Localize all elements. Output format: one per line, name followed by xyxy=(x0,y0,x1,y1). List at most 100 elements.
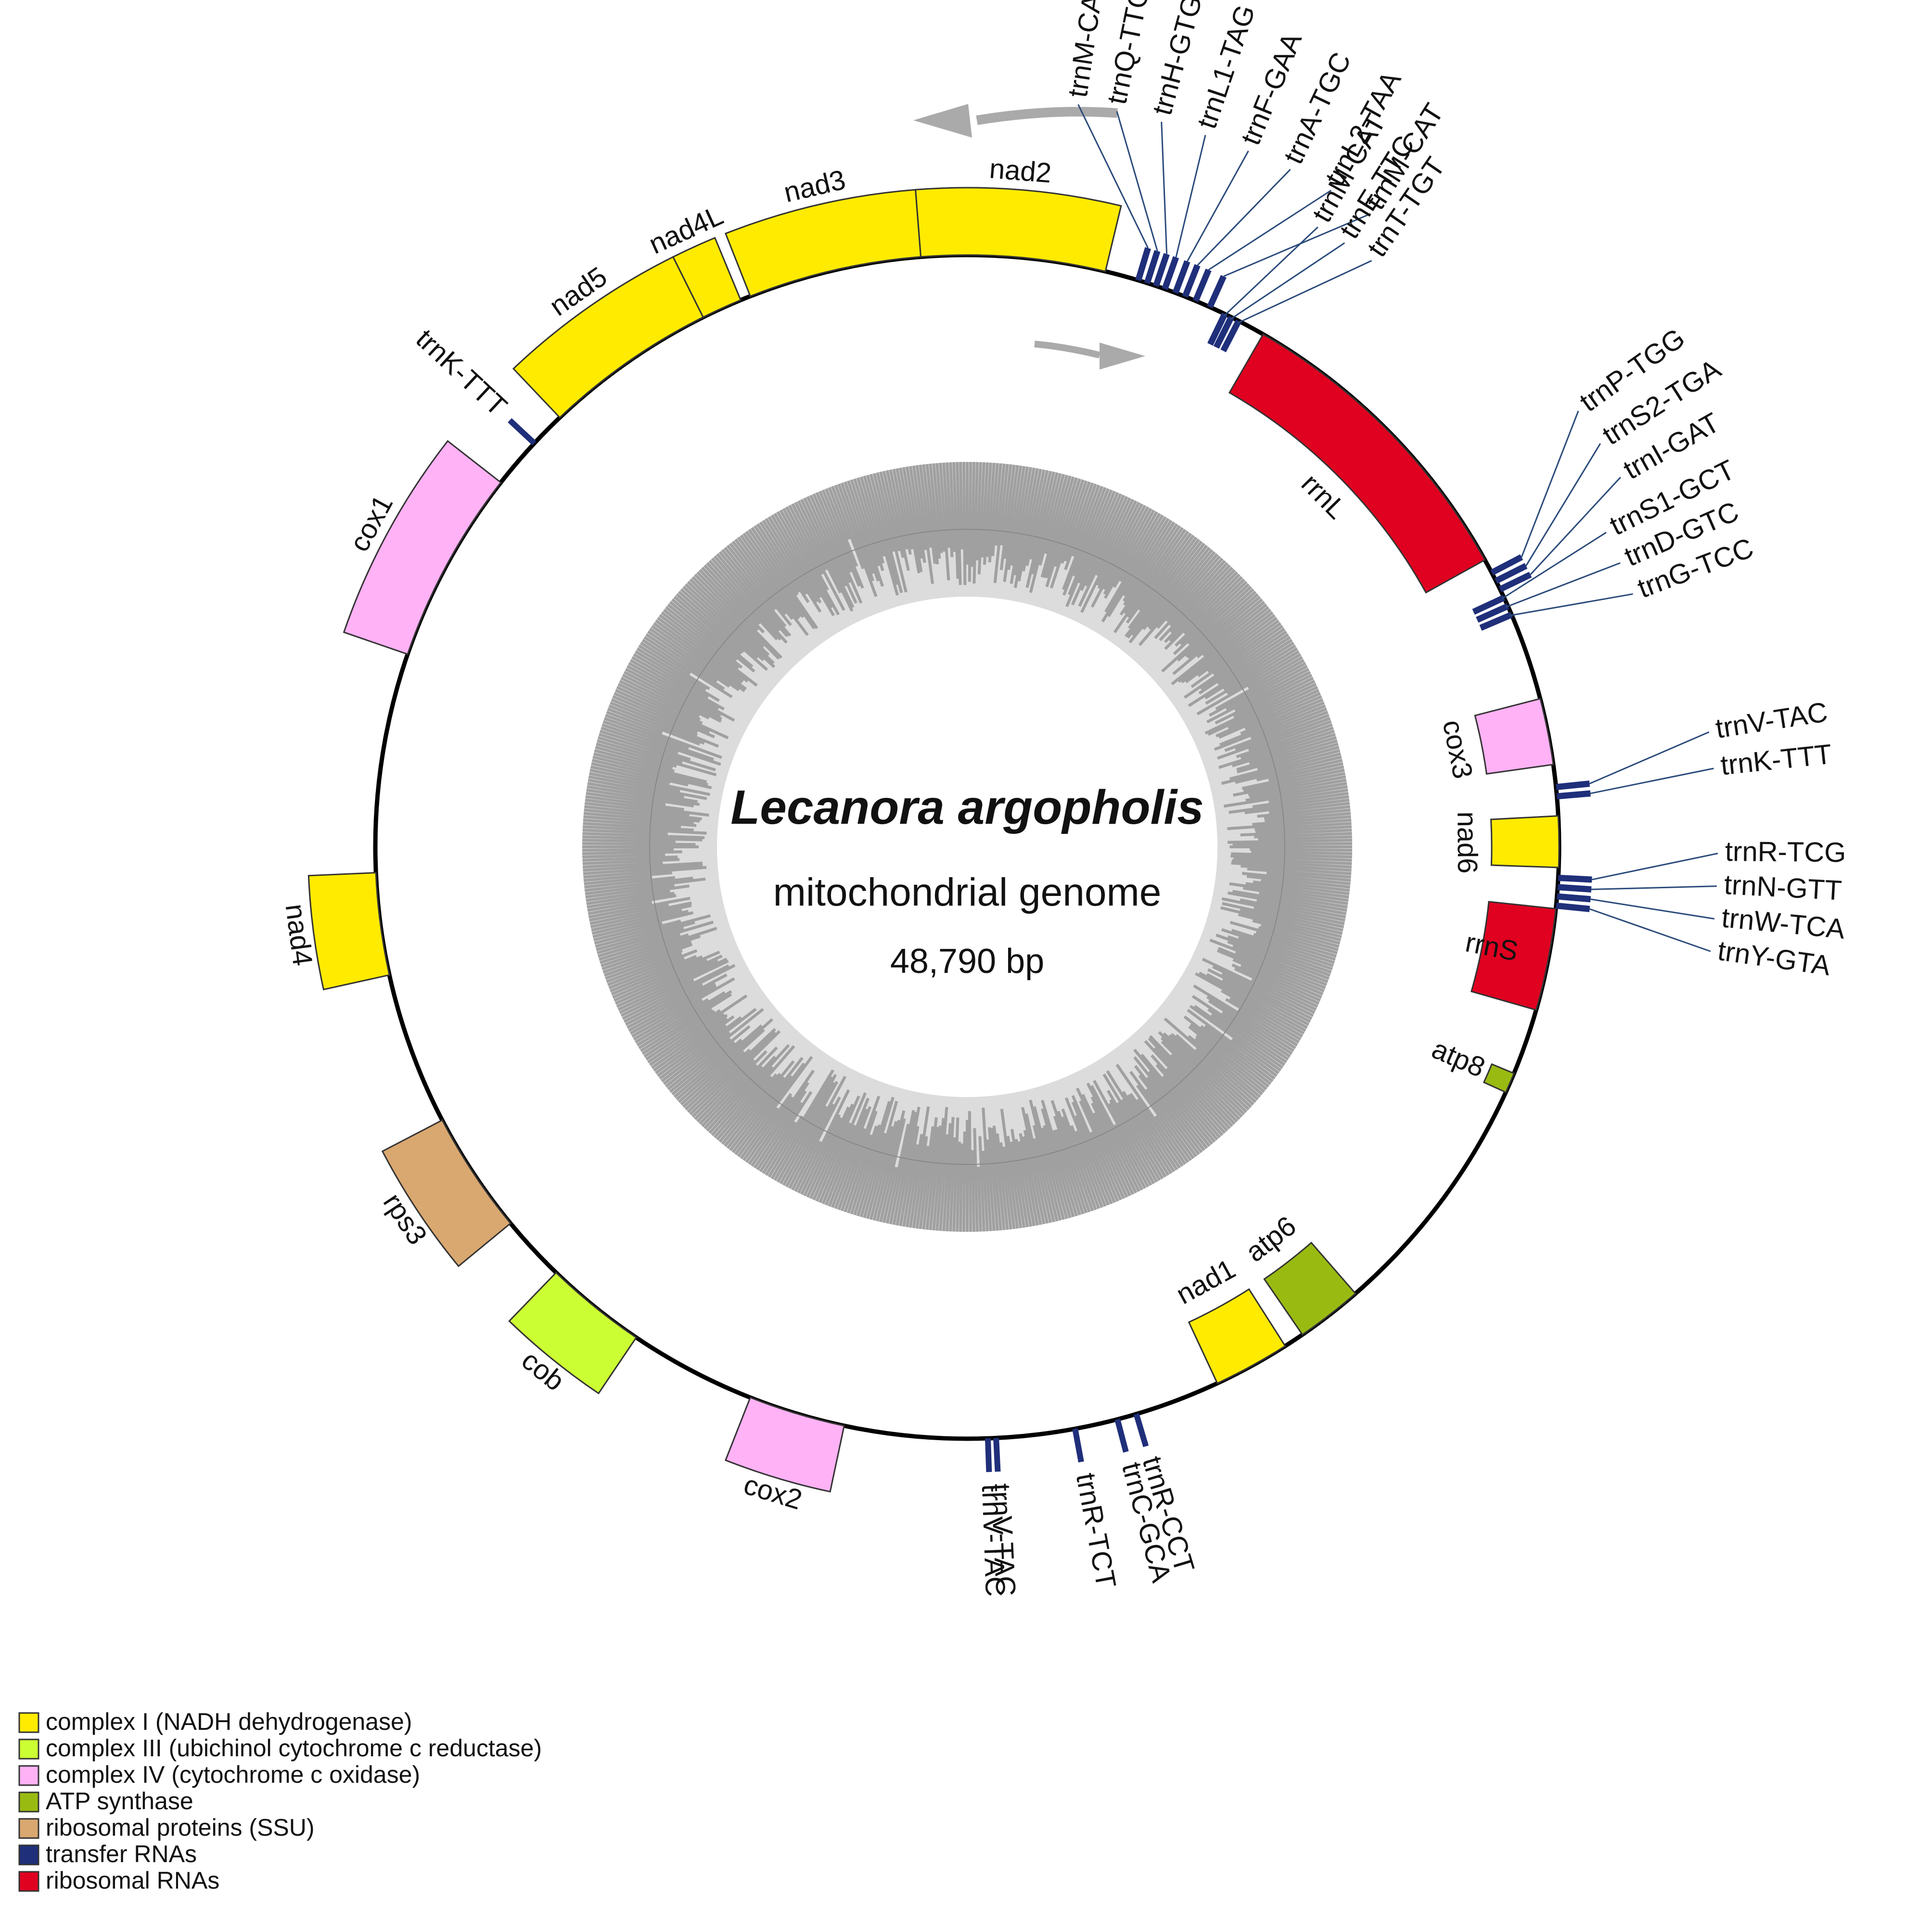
trna-3-1-trnd-gtc-block xyxy=(1476,603,1510,623)
trna-0-6-trnl2-taa-leader xyxy=(1208,190,1332,270)
center-label: Lecanora argopholis mitochondrial genome… xyxy=(730,780,1204,981)
legend: complex I (NADH dehydrogenase)complex II… xyxy=(18,1708,542,1894)
trna-5-1-trnn-gtt-leader xyxy=(1591,885,1717,890)
trna-0-1-trnq-ttg-leader xyxy=(1116,111,1158,251)
gene-atp6-16-block xyxy=(1263,1241,1357,1336)
gene-atp8-17-block xyxy=(1483,1063,1515,1094)
gene-nad6-19-label: nad6 xyxy=(1451,811,1483,874)
legend-swatch-c3 xyxy=(18,1738,39,1760)
trna-2-2-trni-gat-leader xyxy=(1530,476,1621,575)
trna-5-3-trny-gta-block xyxy=(1556,902,1590,912)
trna-0-0-trnm-cat-label: trnM-CAT xyxy=(1062,0,1111,99)
trna-1-1-trne-ttc-block xyxy=(1213,316,1234,349)
trna-5-0-trnr-tcg-label: trnR-TCG xyxy=(1725,836,1846,868)
legend-swatch-c1 xyxy=(18,1712,39,1733)
gene-rps3-7-block xyxy=(381,1119,512,1267)
gene-trnr-tct-12-block xyxy=(1072,1428,1084,1463)
gene-cob-8-block xyxy=(508,1271,638,1394)
legend-swatch-rps xyxy=(18,1818,39,1839)
trna-4-1-trnk-ttt-label: trnK-TTT xyxy=(1719,739,1834,781)
trna-1-2-trnt-tgt-block xyxy=(1220,320,1241,353)
gene-trnr-tct-12-label: trnR-TCT xyxy=(1070,1470,1122,1590)
trna-0-0-trnm-cat-block xyxy=(1135,247,1151,281)
gene-nad5-3-block xyxy=(512,256,704,419)
trna-3-1-trnd-gtc-leader xyxy=(1505,562,1621,608)
reverse-strand-arrowhead-icon xyxy=(913,104,972,138)
gc-content-bars xyxy=(582,461,1353,1232)
trna-1-2-trnt-tgt-leader xyxy=(1237,260,1372,324)
legend-label-c1: complex I (NADH dehydrogenase) xyxy=(46,1708,412,1735)
genome-subtitle: mitochondrial genome xyxy=(773,870,1162,914)
trna-5-2-trnw-tca-leader xyxy=(1590,898,1715,920)
gene-nad4-6-block xyxy=(307,872,390,991)
trna-0-5-trna-tgc-block xyxy=(1182,264,1201,298)
trna-4-0-trnv-tac-block xyxy=(1556,780,1590,791)
legend-label-atp: ATP synthase xyxy=(46,1788,193,1815)
legend-swatch-rrna xyxy=(18,1871,39,1892)
trna-3-2-trng-tcc-block xyxy=(1479,612,1513,631)
forward-strand-arrow-icon xyxy=(1034,341,1100,358)
trna-1-0-trnm-cat-block xyxy=(1207,312,1228,346)
trna-0-3-trnl1-tag-leader xyxy=(1175,135,1206,257)
trna-3-0-trns1-gct-block xyxy=(1472,595,1506,615)
trna-2-0-trnp-tgg-block xyxy=(1490,554,1523,575)
legend-label-rrna: ribosomal RNAs xyxy=(46,1867,219,1894)
trna-4-0-trnv-tac-leader xyxy=(1589,731,1710,785)
legend-swatch-trna xyxy=(18,1844,39,1866)
trna-3-2-trng-tcc-leader xyxy=(1509,593,1633,616)
gene-trnk-ttt-4-block xyxy=(508,418,537,446)
trna-0-0-trnm-cat-leader xyxy=(1077,104,1149,249)
trna-4-1-trnk-ttt-block xyxy=(1556,790,1591,800)
gene-trnr-cct-14-block xyxy=(1133,1413,1149,1447)
gene-nad1-15-block xyxy=(1188,1288,1286,1384)
gene-atp8-17-label: atp8 xyxy=(1427,1033,1489,1084)
trna-2-2-trni-gat-block xyxy=(1498,572,1532,592)
strand-direction-arrows xyxy=(913,104,1145,370)
gene-cox3-20-block xyxy=(1474,698,1554,775)
trna-5-1-trnn-gtt-block xyxy=(1557,884,1592,893)
legend-label-c3: complex III (ubichinol cytochrome c redu… xyxy=(46,1735,542,1762)
gene-nad4l-2-block xyxy=(672,237,742,319)
gene-trnv-tac-10-label: trnV-TAC xyxy=(976,1483,1011,1597)
trna-1-1-trne-ttc-leader xyxy=(1229,242,1345,320)
gene-trnv-tac-11-label: trnV-TAC xyxy=(985,1483,1021,1597)
gene-nad6-19-block xyxy=(1490,815,1560,869)
trna-2-1-trns2-tga-block xyxy=(1494,563,1528,584)
gene-cox1-5-block xyxy=(343,440,502,655)
trna-0-7-trnm-cat-block xyxy=(1207,275,1227,308)
legend-label-trna: transfer RNAs xyxy=(46,1840,197,1867)
gene-trnv-tac-10-block xyxy=(985,1438,992,1472)
trna-5-0-trnr-tcg-block xyxy=(1558,874,1592,883)
trna-0-1-trnq-ttg-label: trnQ-TTG xyxy=(1101,0,1155,107)
trna-1-0-trnm-cat-leader xyxy=(1223,226,1318,317)
gene-trnv-tac-11-block xyxy=(993,1438,1001,1472)
trna-5-1-trnn-gtt-label: trnN-GTT xyxy=(1723,869,1842,907)
trna-4-0-trnv-tac-label: trnV-TAC xyxy=(1714,696,1830,744)
trna-0-5-trna-tgc-leader xyxy=(1197,168,1291,266)
legend-label-c4: complex IV (cytochrome c oxidase) xyxy=(46,1761,420,1788)
trna-0-6-trnl2-taa-block xyxy=(1192,268,1212,302)
forward-strand-arrowhead-icon xyxy=(1100,343,1145,370)
gene-nad2-0-label: nad2 xyxy=(988,153,1053,189)
legend-swatch-c4 xyxy=(18,1765,39,1786)
reverse-strand-arrow-icon xyxy=(976,107,1118,125)
gc-content-ring xyxy=(582,461,1353,1232)
trna-0-7-trnm-cat-leader xyxy=(1223,213,1371,277)
gene-nad3-1-block xyxy=(724,189,922,297)
trna-5-0-trnr-tcg-leader xyxy=(1591,853,1718,881)
gc-midline xyxy=(649,529,1285,1165)
trna-2-1-trns2-tga-leader xyxy=(1525,443,1601,566)
trna-0-3-trnl1-tag-block xyxy=(1162,256,1179,290)
gene-rrns-18-block xyxy=(1470,901,1557,1011)
genome-length: 48,790 bp xyxy=(890,942,1044,981)
trna-5-3-trny-gta-leader xyxy=(1589,908,1711,952)
gene-nad2-0-block xyxy=(914,187,1122,272)
gene-cox2-9-block xyxy=(724,1396,845,1493)
gene-trnc-gca-13-block xyxy=(1114,1419,1129,1453)
legend-label-rps: ribosomal proteins (SSU) xyxy=(46,1814,315,1841)
gene-cox3-20-label: cox3 xyxy=(1436,717,1479,781)
gene-trnk-ttt-4-label: trnK-TTT xyxy=(410,323,513,422)
trna-0-4-trnf-gaa-leader xyxy=(1187,150,1249,262)
trna-0-2-trnh-gtg-leader xyxy=(1161,122,1168,254)
